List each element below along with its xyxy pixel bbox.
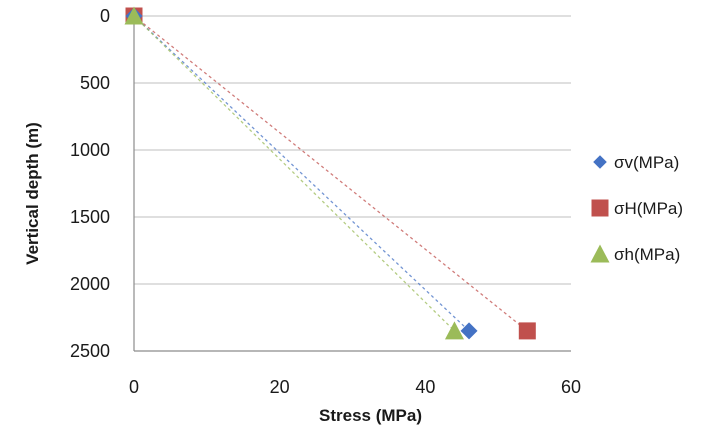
legend-label-0: σv(MPa)	[614, 153, 679, 172]
y-tick-label-4: 2000	[70, 274, 110, 294]
legend-marker-0	[593, 155, 607, 169]
legend-label-2: σh(MPa)	[614, 245, 680, 264]
x-axis-title: Stress (MPa)	[319, 406, 422, 425]
legend-entry-2: σh(MPa)	[590, 244, 680, 264]
legend-label-1: σH(MPa)	[614, 199, 683, 218]
y-tick-labels: 0 500 1000 1500 2000 2500	[70, 6, 110, 361]
legend-marker-1	[591, 199, 609, 217]
point-1-1	[518, 322, 536, 340]
y-axis-title: Vertical depth (m)	[23, 122, 42, 265]
x-tick-label-0: 0	[129, 377, 139, 397]
x-tick-label-1: 20	[270, 377, 290, 397]
y-tick-label-0: 0	[100, 6, 110, 26]
point-0-1	[460, 322, 478, 340]
point-2-0	[124, 6, 144, 25]
trendline-0	[133, 15, 470, 332]
legend: σv(MPa) σH(MPa) σh(MPa)	[590, 153, 683, 264]
trendline-2	[133, 15, 455, 332]
y-tick-label-5: 2500	[70, 341, 110, 361]
x-tick-label-3: 60	[561, 377, 581, 397]
y-tick-label-1: 500	[80, 73, 110, 93]
legend-entry-0: σv(MPa)	[593, 153, 679, 172]
x-tick-label-2: 40	[415, 377, 435, 397]
y-tick-label-2: 1000	[70, 140, 110, 160]
y-tick-label-3: 1500	[70, 207, 110, 227]
gridlines	[134, 15, 571, 352]
trendlines	[133, 15, 528, 332]
data-markers	[124, 6, 536, 340]
legend-marker-2	[590, 244, 610, 263]
point-2-1	[444, 321, 464, 340]
legend-entry-1: σH(MPa)	[591, 199, 683, 218]
x-tick-labels: 0 20 40 60	[129, 377, 581, 397]
